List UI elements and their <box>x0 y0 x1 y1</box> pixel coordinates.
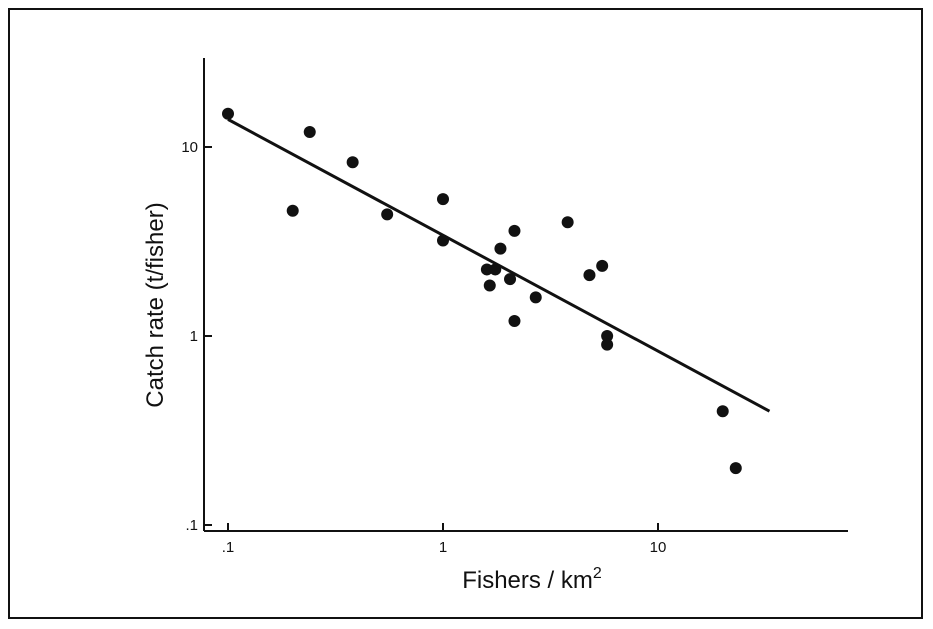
x-tick-label: .1 <box>222 539 235 556</box>
y-axis-label: Catch rate (t/fisher) <box>142 202 169 407</box>
data-point <box>583 269 596 282</box>
data-point <box>222 107 234 120</box>
ticks: .1 1 10 .1 1 10 <box>181 139 666 556</box>
y-tick-label: 10 <box>181 139 198 156</box>
axes <box>203 58 848 532</box>
data-point <box>508 315 521 328</box>
x-axis-label: Fishers / km2 <box>462 565 602 594</box>
data-point <box>437 234 449 247</box>
y-tick-label: .1 <box>185 517 198 534</box>
data-point <box>508 224 521 237</box>
data-point <box>381 208 394 221</box>
data-points <box>222 107 742 475</box>
y-tick-label: 1 <box>190 328 198 345</box>
data-point <box>480 263 493 276</box>
data-point <box>596 259 609 272</box>
data-point <box>601 338 614 351</box>
x-tick-label: 10 <box>650 539 667 556</box>
data-point <box>601 330 614 342</box>
x-tick-label: 1 <box>439 539 447 556</box>
x-axis-label-superscript: 2 <box>593 565 602 582</box>
data-point <box>504 273 517 286</box>
data-point <box>303 126 316 139</box>
figure-frame <box>8 8 923 619</box>
data-point <box>437 193 449 206</box>
x-axis-label-text: Fishers / km <box>462 567 593 594</box>
data-point <box>489 263 502 276</box>
data-point <box>494 242 507 255</box>
data-point <box>529 291 542 304</box>
data-point <box>729 462 742 475</box>
data-point <box>286 204 299 217</box>
data-point <box>561 216 574 229</box>
data-point <box>716 405 729 418</box>
data-point <box>346 156 359 169</box>
data-point <box>483 279 496 292</box>
